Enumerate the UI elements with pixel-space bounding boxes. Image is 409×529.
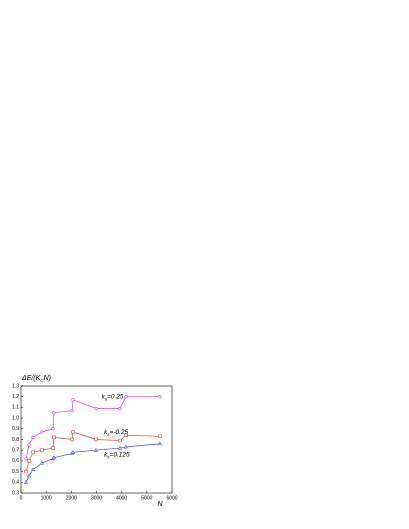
x-tick-label: 6000	[166, 495, 177, 501]
y-tick-label: 0.3	[12, 490, 19, 496]
marker	[158, 395, 162, 399]
marker	[158, 434, 162, 438]
marker	[51, 446, 55, 450]
y-tick-label: 1.1	[12, 405, 19, 411]
marker	[24, 469, 28, 474]
y-axis-label-part: ΔE/(K	[21, 375, 41, 382]
y-tick-label: 0.4	[12, 480, 19, 486]
marker	[40, 448, 44, 452]
annotation-part: =0.125	[110, 451, 130, 458]
x-tick-label: 2000	[66, 495, 77, 501]
marker	[71, 450, 76, 454]
marker	[31, 450, 35, 455]
marker	[123, 444, 128, 449]
marker	[31, 435, 35, 439]
marker	[39, 460, 44, 465]
y-axis-label-part: C	[40, 378, 44, 383]
annotation-part: k	[104, 429, 108, 436]
marker	[70, 409, 74, 413]
marker	[51, 427, 55, 431]
y-tick-label: 1.2	[12, 394, 19, 400]
marker	[118, 438, 122, 443]
marker	[52, 411, 56, 415]
y-tick-label: 0.5	[12, 469, 19, 475]
annotation-part: s	[105, 396, 108, 401]
marker	[27, 443, 31, 447]
marker	[124, 395, 128, 399]
marker	[24, 457, 28, 461]
x-tick-label: 5000	[141, 495, 152, 501]
marker	[71, 430, 75, 434]
marker	[117, 445, 122, 450]
annotation-part: =-0.25	[110, 429, 129, 436]
marker	[157, 441, 162, 446]
y-axis-label-part: N)	[44, 375, 51, 382]
annotation-part: =0.25	[107, 393, 124, 400]
marker	[24, 480, 29, 484]
x-tick-label: 0	[20, 495, 23, 501]
annotation-part: k	[102, 393, 106, 400]
y-tick-label: 1.0	[12, 415, 19, 421]
marker	[94, 406, 98, 411]
marker	[40, 430, 44, 434]
marker	[118, 406, 122, 411]
x-tick-label: 3000	[91, 495, 102, 501]
annotation: ks=0.125	[104, 451, 130, 459]
x-axis-label: N	[157, 501, 163, 508]
marker	[52, 435, 56, 440]
series-line	[25, 431, 160, 472]
x-tick-label: 1000	[41, 495, 52, 501]
y-axis-label: ΔE/(KCN)	[21, 375, 51, 383]
y-tick-label: 0.6	[12, 458, 19, 464]
y-tick-label: 1.3	[12, 383, 19, 389]
marker	[70, 437, 74, 442]
y-tick-label: 0.7	[12, 448, 19, 454]
marker	[51, 455, 56, 460]
marker	[31, 467, 36, 471]
y-tick-label: 0.9	[12, 426, 19, 432]
annotation-part: k	[104, 451, 108, 458]
annotation-part: s	[107, 432, 110, 437]
marker	[27, 459, 31, 463]
x-tick-label: 4000	[116, 495, 127, 501]
marker	[124, 433, 128, 437]
annotation: ks=0.25	[102, 393, 124, 401]
marker	[93, 447, 99, 452]
y-tick-label: 0.8	[12, 437, 19, 443]
marker	[27, 473, 32, 478]
marker	[94, 437, 98, 442]
annotation: ks=-0.25	[104, 429, 128, 437]
annotation-part: s	[107, 454, 110, 459]
marker	[71, 398, 75, 402]
